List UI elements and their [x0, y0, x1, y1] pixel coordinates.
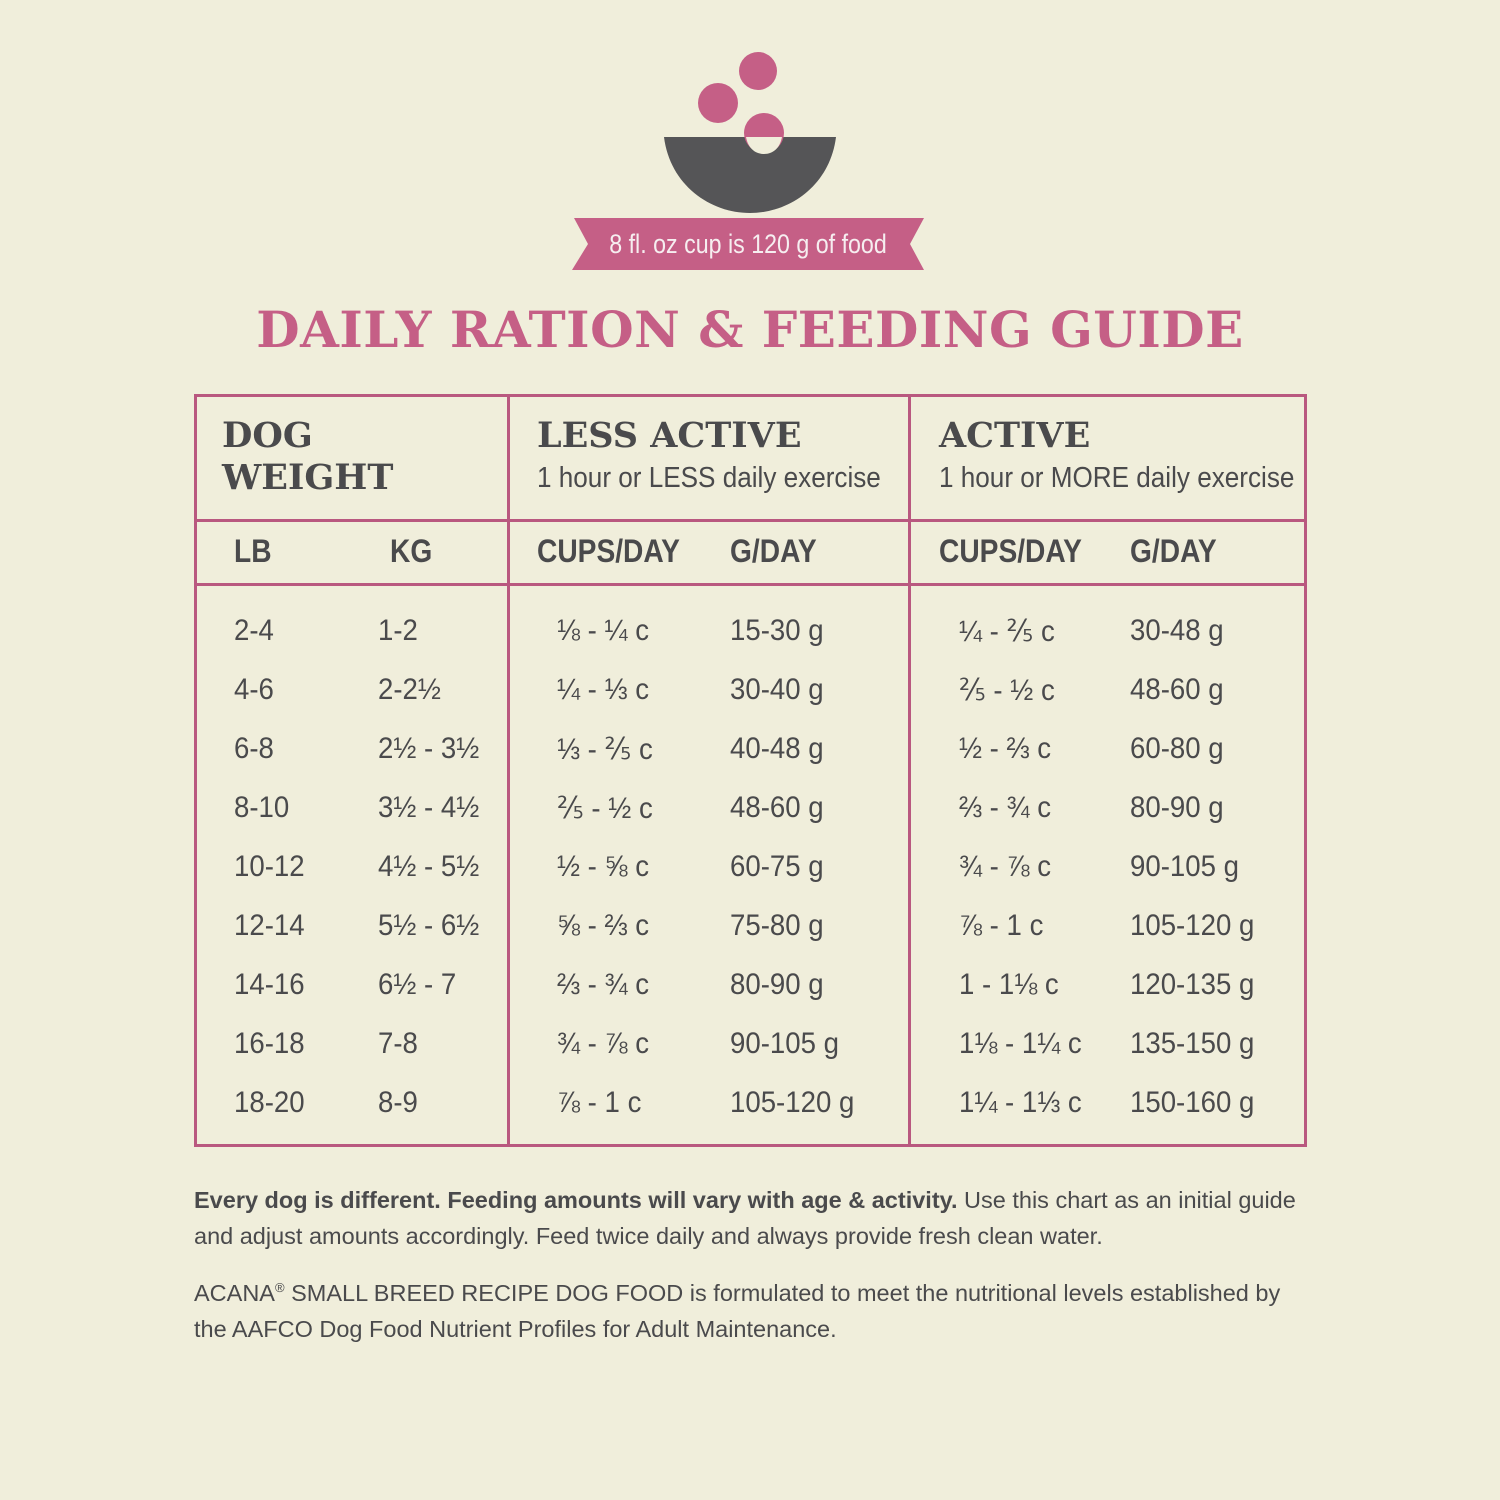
cell-less-cups: ⅛ - ¼ c — [557, 614, 650, 647]
cup-size-banner: 8 fl. oz cup is 120 g of food — [572, 218, 924, 270]
less-active-header: LESS ACTIVE — [537, 415, 802, 456]
cell-active-grams: 150-160 g — [1130, 1086, 1255, 1119]
column-divider — [908, 397, 911, 1144]
cell-lb: 2-4 — [234, 614, 274, 647]
cell-less-cups: ½ - ⅝ c — [557, 850, 650, 883]
cell-less-grams: 90-105 g — [730, 1027, 839, 1060]
column-header-kg: KG — [390, 533, 433, 569]
cell-active-cups: ½ - ⅔ c — [959, 732, 1052, 765]
cell-kg: 1-2 — [378, 614, 418, 647]
cell-lb: 14-16 — [234, 968, 305, 1001]
active-header: ACTIVE — [939, 415, 1091, 456]
cell-active-cups: 1 - 1⅛ c — [959, 968, 1059, 1001]
cell-less-grams: 75-80 g — [730, 909, 824, 942]
cell-active-cups: ¼ - ⅖ c — [959, 615, 1055, 648]
brand-name: ACANA — [194, 1279, 275, 1306]
bowl-with-food-icon — [664, 52, 836, 213]
cell-less-cups: ⅞ - 1 c — [557, 1086, 642, 1119]
cell-active-cups: ⅖ - ½ c — [959, 674, 1055, 707]
cell-less-grams: 60-75 g — [730, 850, 824, 883]
cell-active-grams: 48-60 g — [1130, 673, 1224, 706]
cell-active-grams: 80-90 g — [1130, 791, 1224, 824]
cell-active-cups: 1¼ - 1⅓ c — [959, 1086, 1082, 1119]
banner-text: 8 fl. oz cup is 120 g of food — [609, 229, 887, 259]
registered-mark: ® — [274, 1280, 285, 1295]
column-divider — [507, 397, 510, 1144]
cell-less-cups: ¾ - ⅞ c — [557, 1027, 650, 1060]
cell-active-grams: 30-48 g — [1130, 614, 1224, 647]
cell-kg: 2-2½ — [378, 673, 441, 706]
cell-less-grams: 105-120 g — [730, 1086, 855, 1119]
feeding-note: Every dog is different. Feeding amounts … — [194, 1182, 1304, 1254]
cell-kg: 2½ - 3½ — [378, 732, 480, 765]
cell-less-cups: ⅝ - ⅔ c — [557, 909, 650, 942]
column-header-active-grams: G/DAY — [1130, 533, 1217, 569]
column-header-less-cups: CUPS/DAY — [537, 533, 680, 569]
cell-active-grams: 105-120 g — [1130, 909, 1255, 942]
cell-lb: 6-8 — [234, 732, 274, 765]
cell-kg: 7-8 — [378, 1027, 418, 1060]
cell-less-cups: ⅔ - ¾ c — [557, 968, 650, 1001]
cell-lb: 16-18 — [234, 1027, 305, 1060]
cell-lb: 4-6 — [234, 673, 274, 706]
cell-lb: 18-20 — [234, 1086, 305, 1119]
active-subtitle: 1 hour or MORE daily exercise — [939, 462, 1295, 494]
cell-active-cups: ⅞ - 1 c — [959, 909, 1044, 942]
cell-less-grams: 80-90 g — [730, 968, 824, 1001]
feeding-note-bold: Every dog is different. Feeding amounts … — [194, 1187, 958, 1213]
weight-header-line1: DOG — [222, 415, 313, 456]
cell-kg: 6½ - 7 — [378, 968, 457, 1001]
cell-less-cups: ¼ - ⅓ c — [557, 673, 650, 706]
cell-less-grams: 48-60 g — [730, 791, 824, 824]
column-header-active-cups: CUPS/DAY — [939, 533, 1082, 569]
cell-active-grams: 60-80 g — [1130, 732, 1224, 765]
cell-kg: 3½ - 4½ — [378, 791, 480, 824]
cell-less-grams: 15-30 g — [730, 614, 824, 647]
cell-less-grams: 40-48 g — [730, 732, 824, 765]
cell-kg: 4½ - 5½ — [378, 850, 480, 883]
cell-active-cups: 1⅛ - 1¼ c — [959, 1027, 1082, 1060]
aafco-statement: ACANA® SMALL BREED RECIPE DOG FOOD is fo… — [194, 1270, 1304, 1347]
column-header-lb: LB — [234, 533, 272, 569]
cell-less-cups: ⅓ - ⅖ c — [557, 733, 653, 766]
less-active-subtitle: 1 hour or LESS daily exercise — [537, 462, 881, 494]
page-title: DAILY RATION & FEEDING GUIDE — [256, 300, 1244, 359]
cell-less-grams: 30-40 g — [730, 673, 824, 706]
cell-kg: 5½ - 6½ — [378, 909, 480, 942]
aafco-text: SMALL BREED RECIPE DOG FOOD is formulate… — [194, 1279, 1281, 1342]
cell-kg: 8-9 — [378, 1086, 418, 1119]
cell-less-cups: ⅖ - ½ c — [557, 792, 653, 825]
cell-lb: 10-12 — [234, 850, 305, 883]
cell-active-grams: 90-105 g — [1130, 850, 1239, 883]
weight-header-line2: WEIGHT — [222, 457, 394, 498]
feeding-note-text: Use this chart as an initial guide and a… — [194, 1187, 1296, 1249]
cell-active-grams: 120-135 g — [1130, 968, 1255, 1001]
cell-active-cups: ¾ - ⅞ c — [959, 850, 1052, 883]
column-header-less-grams: G/DAY — [730, 533, 817, 569]
cell-lb: 12-14 — [234, 909, 305, 942]
row-divider — [197, 519, 1304, 522]
row-divider — [197, 583, 1304, 586]
cell-active-cups: ⅔ - ¾ c — [959, 791, 1052, 824]
cell-lb: 8-10 — [234, 791, 290, 824]
feeding-table — [194, 394, 1307, 1147]
cell-active-grams: 135-150 g — [1130, 1027, 1255, 1060]
